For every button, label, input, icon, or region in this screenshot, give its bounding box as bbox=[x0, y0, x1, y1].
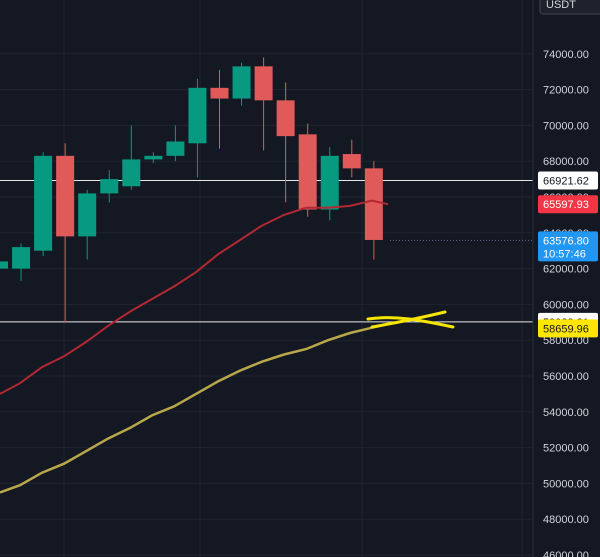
candle[interactable] bbox=[122, 125, 141, 190]
candle[interactable] bbox=[276, 82, 295, 203]
candle-body bbox=[210, 87, 229, 99]
cross-annotation bbox=[366, 310, 455, 329]
candle-body bbox=[166, 141, 185, 156]
annotation-stroke[interactable] bbox=[366, 316, 455, 329]
candle[interactable] bbox=[232, 62, 251, 106]
candle-body bbox=[12, 247, 31, 269]
candle[interactable] bbox=[188, 78, 207, 178]
candle-body bbox=[364, 168, 383, 240]
candle[interactable] bbox=[320, 146, 339, 221]
candle-body bbox=[276, 100, 295, 137]
candle[interactable] bbox=[364, 161, 383, 260]
price-badge: 66921.62 bbox=[538, 171, 598, 190]
candle[interactable] bbox=[254, 57, 273, 151]
candle[interactable] bbox=[144, 152, 163, 163]
price-axis[interactable]: 46000.00 48000.00 50000.00 52000.00 54000.00… bbox=[543, 49, 589, 557]
candle-body bbox=[232, 66, 251, 99]
y-tick-label: 56000.00 bbox=[543, 371, 589, 383]
price-badges: 66921.6265597.9363576.8010:57:4659023.31… bbox=[538, 171, 598, 338]
price-badge-box bbox=[538, 195, 598, 214]
candle-body bbox=[78, 193, 97, 237]
candle[interactable] bbox=[78, 189, 97, 260]
price-badge-countdown: 10:57:46 bbox=[543, 248, 586, 260]
y-tick-label: 70000.00 bbox=[543, 120, 589, 132]
candle-body bbox=[122, 159, 141, 187]
ma-fast-line[interactable] bbox=[0, 199, 389, 395]
candle-body bbox=[320, 155, 339, 210]
price-badge: 58659.96 bbox=[538, 319, 598, 338]
candle-body bbox=[188, 87, 207, 144]
price-badge-box bbox=[538, 319, 598, 338]
currency-selector[interactable]: USDT bbox=[539, 0, 600, 15]
currency-selector-box[interactable] bbox=[539, 0, 600, 15]
price-badge-box bbox=[538, 231, 598, 262]
candles-group[interactable] bbox=[0, 57, 383, 323]
y-tick-label: 58000.00 bbox=[543, 335, 589, 347]
candle[interactable] bbox=[0, 261, 8, 270]
horizontal-lines bbox=[0, 180, 533, 323]
price-badge-label: 58659.96 bbox=[543, 323, 589, 335]
candle[interactable] bbox=[298, 123, 317, 217]
y-tick-label: 72000.00 bbox=[543, 85, 589, 97]
price-axis-background[interactable] bbox=[533, 0, 600, 557]
candle-body bbox=[298, 134, 317, 210]
candle-body bbox=[0, 261, 8, 269]
y-tick-label: 46000.00 bbox=[543, 550, 589, 557]
y-tick-label: 48000.00 bbox=[543, 514, 589, 526]
y-tick-label: 68000.00 bbox=[543, 156, 589, 168]
candle-body bbox=[254, 66, 273, 101]
price-badge-label: 63576.80 bbox=[543, 235, 589, 247]
price-badge: 65597.93 bbox=[538, 195, 598, 214]
y-tick-label: 74000.00 bbox=[543, 49, 589, 61]
price-badge-label: 66921.62 bbox=[543, 176, 589, 188]
price-badge-label: 65597.93 bbox=[543, 199, 589, 211]
currency-label: USDT bbox=[546, 0, 576, 11]
y-tick-label: 50000.00 bbox=[543, 478, 589, 490]
candle-body bbox=[342, 154, 361, 169]
candle[interactable] bbox=[210, 69, 229, 149]
y-tick-label: 62000.00 bbox=[543, 264, 589, 276]
candle-body bbox=[144, 155, 163, 160]
candle[interactable] bbox=[166, 125, 185, 162]
candle[interactable] bbox=[342, 139, 361, 178]
moving-averages bbox=[0, 199, 389, 494]
candle[interactable] bbox=[56, 143, 75, 323]
candle[interactable] bbox=[34, 152, 53, 257]
candle-body bbox=[56, 155, 75, 237]
y-tick-label: 60000.00 bbox=[543, 299, 589, 311]
candle[interactable] bbox=[100, 170, 119, 203]
candle-body bbox=[100, 179, 119, 194]
y-tick-label: 54000.00 bbox=[543, 407, 589, 419]
candle[interactable] bbox=[12, 243, 31, 282]
y-tick-label: 52000.00 bbox=[543, 443, 589, 455]
price-badge-box bbox=[538, 171, 598, 190]
ma-slow-line[interactable] bbox=[0, 322, 389, 494]
candle-body bbox=[34, 155, 53, 251]
